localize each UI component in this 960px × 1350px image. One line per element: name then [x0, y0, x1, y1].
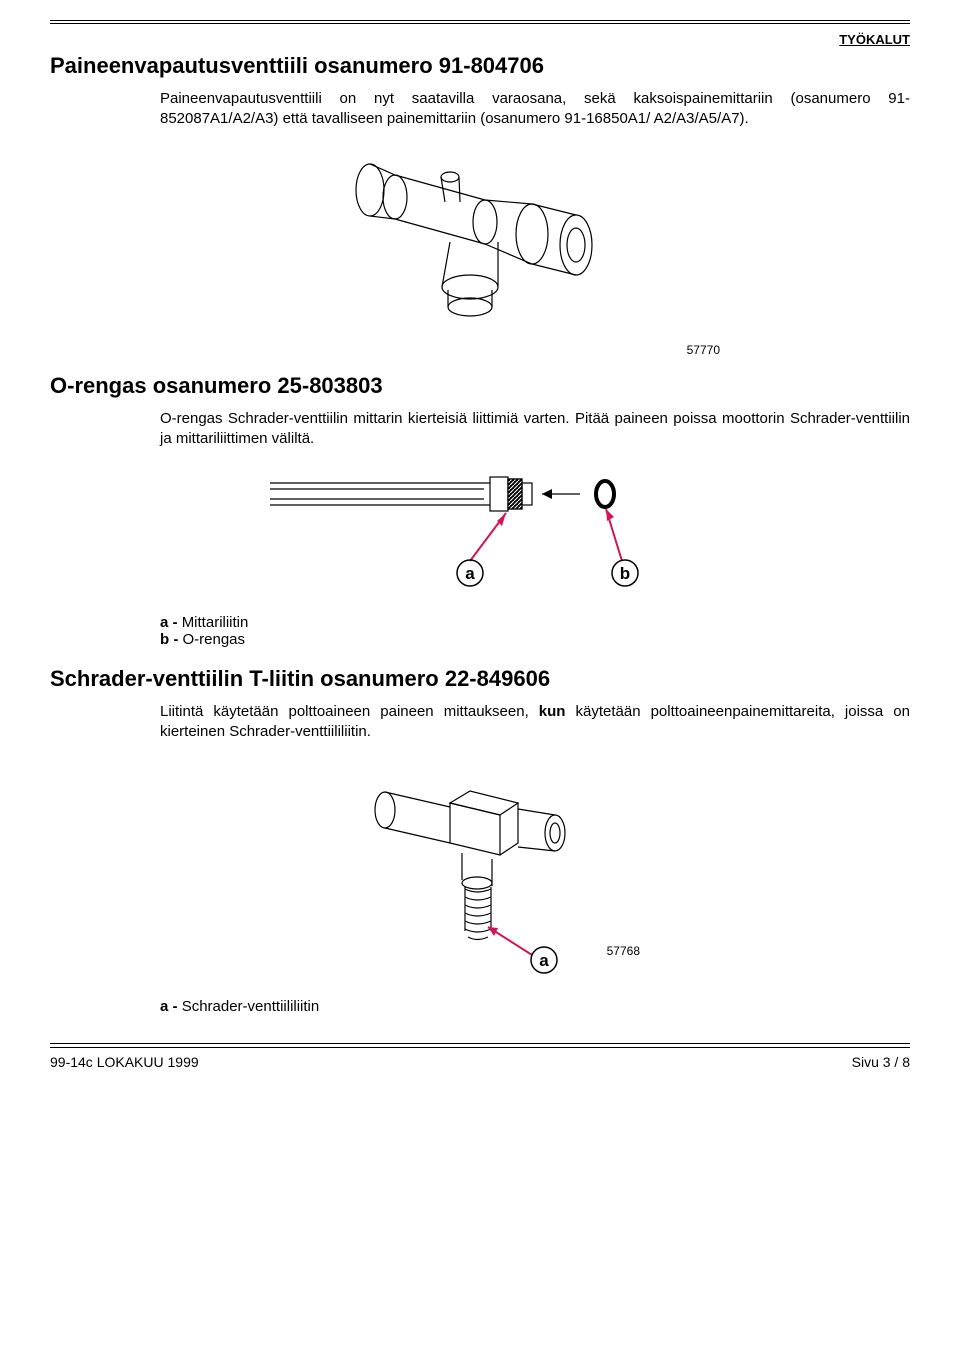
top-rule-thin: [50, 23, 910, 24]
figure3-id-inline: 57768: [607, 944, 641, 958]
bottom-rule-thick: [50, 1047, 910, 1048]
footer-left: 99-14c LOKAKUU 1999: [50, 1054, 199, 1070]
figure2-label-a: a - Mittariliitin: [160, 614, 910, 631]
category-label: TYÖKALUT: [50, 32, 910, 47]
section2-body: O-rengas Schrader-venttiilin mittarin ki…: [160, 409, 910, 450]
section3-body: Liitintä käytetään polttoaineen paineen …: [160, 702, 910, 743]
svg-text:b: b: [620, 564, 630, 583]
section3-title: Schrader-venttiilin T-liitin osanumero 2…: [50, 666, 910, 692]
figure-valve: [50, 142, 910, 337]
svg-text:a: a: [465, 564, 475, 583]
figure3-labels: a - Schrader-venttiililiitin: [160, 998, 910, 1015]
figure1-id: 57770: [50, 343, 720, 357]
figure3-label-a: a - Schrader-venttiililiitin: [160, 998, 910, 1015]
figure-oring: a b: [50, 461, 910, 606]
figure2-labels: a - Mittariliitin b - O-rengas: [160, 614, 910, 648]
top-rule-thick: [50, 20, 910, 21]
page-footer: 99-14c LOKAKUU 1999 Sivu 3 / 8: [50, 1054, 910, 1070]
section2-title: O-rengas osanumero 25-803803: [50, 373, 910, 399]
bottom-rule-thin: [50, 1043, 910, 1044]
footer-right: Sivu 3 / 8: [852, 1054, 910, 1070]
figure2-label-b: b - O-rengas: [160, 631, 910, 648]
figure-tfitting: a 57768: [50, 755, 910, 990]
svg-text:a: a: [539, 951, 549, 970]
section1-title: Paineenvapautusventtiili osanumero 91-80…: [50, 53, 910, 79]
section1-body: Paineenvapautusventtiili on nyt saatavil…: [160, 89, 910, 130]
